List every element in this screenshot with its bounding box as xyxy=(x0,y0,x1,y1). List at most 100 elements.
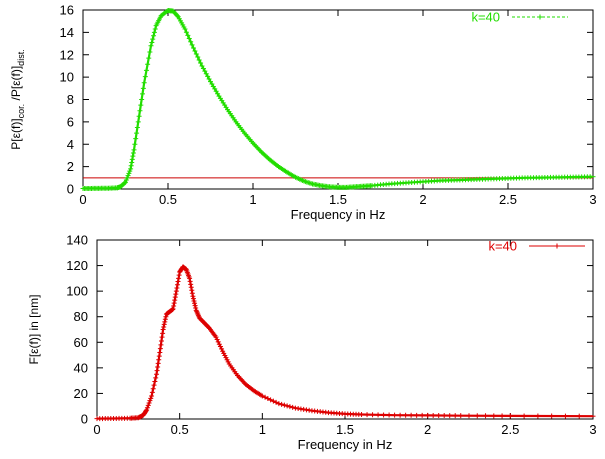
data-point xyxy=(161,324,167,330)
data-point xyxy=(126,170,132,176)
series-markers xyxy=(94,264,596,422)
data-point xyxy=(192,300,198,306)
data-point xyxy=(216,341,222,347)
data-point xyxy=(576,413,582,419)
data-point xyxy=(192,48,198,54)
x-tick-label: 1.5 xyxy=(336,422,354,437)
data-point xyxy=(128,163,134,169)
data-point xyxy=(172,297,178,303)
x-tick-label: 2 xyxy=(419,192,426,207)
data-point xyxy=(141,80,147,86)
legend-label: k=40 xyxy=(471,10,500,25)
y-tick-label: 0 xyxy=(81,412,88,427)
data-point xyxy=(186,36,192,42)
data-point xyxy=(124,175,130,181)
y-axis-label-part: /P[ε(f)] xyxy=(9,66,23,104)
y-tick-label: 40 xyxy=(74,360,88,375)
data-point xyxy=(158,338,164,344)
data-point xyxy=(458,413,464,419)
y-tick-label: 20 xyxy=(74,386,88,401)
data-point xyxy=(142,74,148,80)
data-point xyxy=(491,413,497,419)
data-point xyxy=(133,136,139,142)
data-point xyxy=(187,275,193,281)
data-point xyxy=(190,296,196,302)
data-point xyxy=(154,368,160,374)
data-point xyxy=(140,91,145,97)
data-point xyxy=(150,386,156,392)
data-point xyxy=(140,85,146,91)
data-point xyxy=(193,305,199,311)
data-point xyxy=(149,39,155,45)
y-tick-label: 100 xyxy=(66,284,88,299)
data-point xyxy=(262,394,268,400)
data-point xyxy=(200,66,206,72)
data-point xyxy=(151,33,157,39)
plot-frame xyxy=(96,239,594,420)
data-point xyxy=(143,408,149,414)
data-point xyxy=(153,375,159,381)
data-point xyxy=(150,36,156,42)
data-point xyxy=(199,63,205,69)
data-point xyxy=(268,397,274,403)
data-point xyxy=(147,49,153,55)
data-point xyxy=(172,294,178,300)
data-point xyxy=(176,275,182,281)
data-point xyxy=(157,346,163,352)
x-tick-label: 0 xyxy=(79,192,86,207)
data-point xyxy=(183,29,189,35)
data-point xyxy=(160,327,166,332)
data-point xyxy=(403,412,409,418)
series-markers xyxy=(80,8,596,191)
data-point xyxy=(535,413,541,419)
legend: k=40 xyxy=(488,239,585,254)
y-axis-label-subscript: cor. xyxy=(16,104,26,119)
y-axis-label: P[ε(f)]cor. /P[ε(f)]dist. xyxy=(9,49,26,149)
data-point xyxy=(130,150,136,156)
data-point xyxy=(483,413,489,419)
data-point xyxy=(370,412,376,418)
data-point xyxy=(175,279,181,285)
data-point xyxy=(284,403,290,409)
data-point xyxy=(136,113,142,119)
data-point xyxy=(149,393,155,399)
data-point xyxy=(265,396,271,402)
y-tick-label: 140 xyxy=(66,233,88,248)
y-axis-label-subscript: dist. xyxy=(16,49,26,66)
y-tick-label: 14 xyxy=(60,25,74,40)
data-point xyxy=(192,303,198,309)
data-point xyxy=(206,76,212,82)
data-point xyxy=(182,26,188,32)
data-point xyxy=(144,405,150,411)
x-tick-label: 3 xyxy=(589,192,596,207)
data-point xyxy=(191,298,197,304)
data-point xyxy=(147,398,153,404)
data-point xyxy=(447,413,453,419)
data-point xyxy=(281,402,287,408)
data-point xyxy=(359,412,365,418)
data-point xyxy=(139,97,145,102)
data-point xyxy=(259,393,265,399)
data-point xyxy=(132,141,138,147)
data-point xyxy=(159,334,165,340)
x-tick-label: 2.5 xyxy=(501,422,519,437)
x-tick-label: 0.5 xyxy=(171,422,189,437)
data-point xyxy=(287,404,293,410)
data-point xyxy=(190,293,196,299)
data-point xyxy=(157,350,163,356)
x-tick-label: 1 xyxy=(249,192,256,207)
data-point xyxy=(217,344,223,350)
data-point xyxy=(146,400,152,406)
y-tick-label: 0 xyxy=(67,182,74,197)
data-point xyxy=(195,54,201,60)
data-point xyxy=(381,412,387,418)
data-point xyxy=(188,281,194,287)
data-point xyxy=(149,389,155,395)
data-point xyxy=(203,71,209,77)
data-point xyxy=(170,306,176,312)
data-point xyxy=(214,337,220,343)
data-point xyxy=(160,330,166,336)
data-point xyxy=(213,334,219,340)
data-point xyxy=(392,412,398,418)
data-point xyxy=(148,43,154,49)
